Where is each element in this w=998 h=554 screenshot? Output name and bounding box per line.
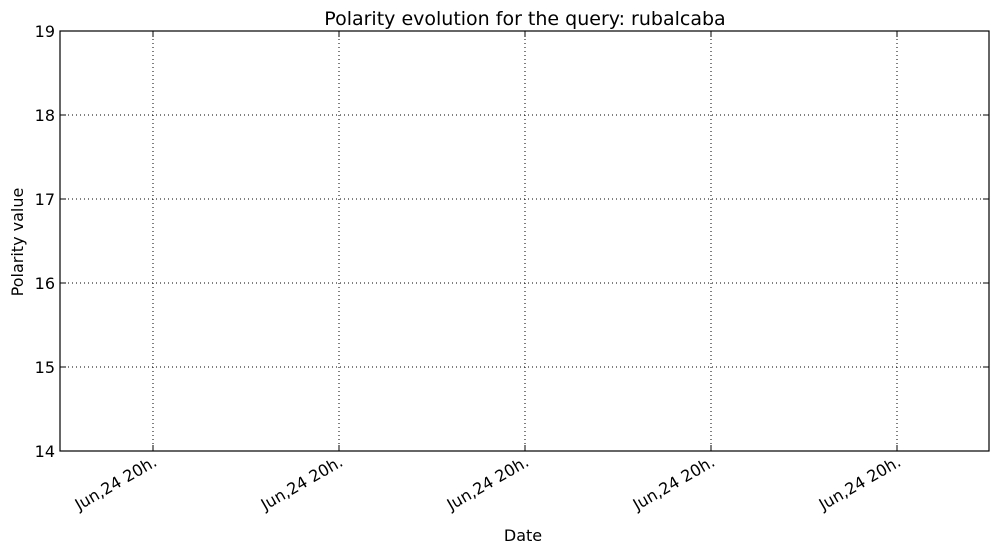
x-tick-label: Jun,24 20h. (443, 452, 532, 515)
x-tick-label: Jun,24 20h. (257, 452, 346, 515)
tick-label-layer: 14 15 16 17 18 19 Jun,24 20h. Jun,24 20h. Jun,24… (35, 22, 904, 515)
y-tick-label: 18 (35, 106, 55, 125)
plot-frame (59, 30, 990, 452)
y-tick-label: 19 (35, 22, 55, 41)
y-tick-label: 16 (35, 274, 55, 293)
y-axis-label: Polarity value (8, 188, 27, 297)
grid-layer (60, 31, 989, 451)
y-tick-label: 15 (35, 358, 55, 377)
x-axis-label: Date (504, 526, 542, 545)
chart-title: Polarity evolution for the query: rubalc… (324, 8, 725, 30)
y-tick-label: 17 (35, 190, 55, 209)
y-tick-label: 14 (35, 442, 55, 461)
x-tick-label: Jun,24 20h. (629, 452, 718, 515)
x-tick-label: Jun,24 20h. (815, 452, 904, 515)
x-tick-label: Jun,24 20h. (71, 452, 160, 515)
